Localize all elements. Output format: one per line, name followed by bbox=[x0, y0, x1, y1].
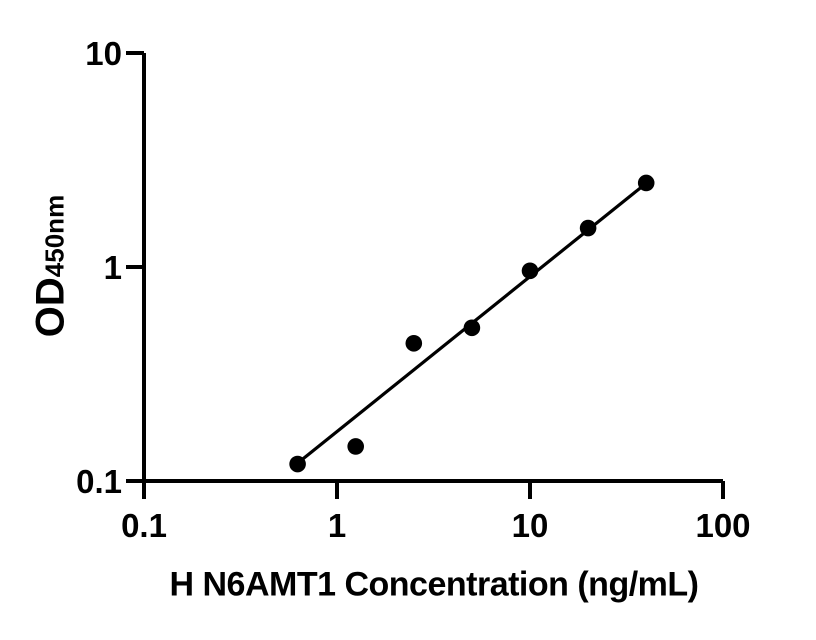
data-point bbox=[637, 174, 655, 192]
data-point bbox=[579, 219, 597, 237]
x-axis-tick-label: 0.1 bbox=[121, 507, 167, 544]
data-point bbox=[521, 262, 539, 280]
x-axis-tick-label: 10 bbox=[512, 507, 549, 544]
x-axis-tick-label: 1 bbox=[328, 507, 346, 544]
y-axis-tick-label: 1 bbox=[104, 249, 122, 286]
x-axis-title: H N6AMT1 Concentration (ng/mL) bbox=[169, 565, 699, 604]
data-point bbox=[463, 319, 481, 337]
y-axis-title-main: OD bbox=[28, 277, 73, 338]
axes-spine bbox=[142, 53, 723, 483]
data-point bbox=[289, 455, 306, 473]
data-point bbox=[405, 335, 423, 352]
data-point bbox=[347, 438, 365, 455]
y-axis-tick-label: 10 bbox=[85, 35, 122, 72]
y-axis-title: OD450nm bbox=[29, 195, 74, 337]
y-axis-title-subscript: 450nm bbox=[39, 194, 70, 278]
x-axis-tick-label: 100 bbox=[695, 507, 750, 544]
y-axis-tick-label: 0.1 bbox=[76, 463, 122, 500]
